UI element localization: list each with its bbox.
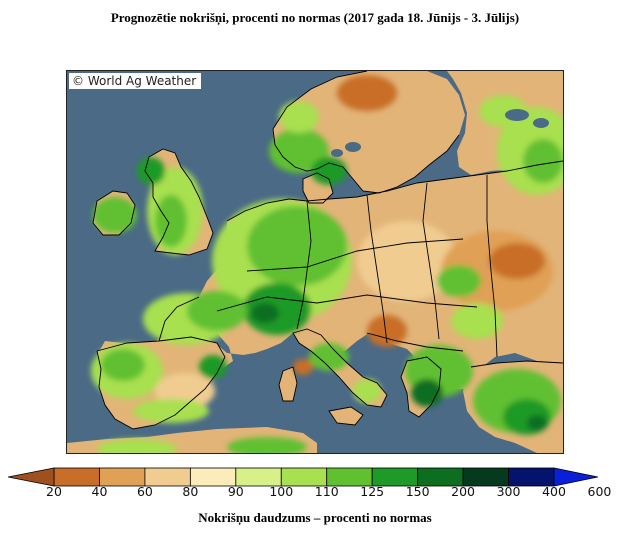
colorbar-tick-label: 400	[542, 484, 566, 499]
map-svg	[67, 71, 563, 453]
land-sicily	[329, 407, 363, 425]
colorbar-tick-label: 200	[451, 484, 476, 499]
colorbar-left-arrow	[8, 467, 55, 487]
colorbar-tick-label: 150	[405, 484, 430, 499]
precipitation-map: © World Ag Weather	[66, 70, 564, 454]
colorbar-tick-label: 600	[587, 484, 612, 499]
colorbar-tick-label: 300	[496, 484, 521, 499]
colorbar-tick-label: 20	[46, 484, 62, 499]
colorbar-ticks: 20 40 60 80 90 100 110 125 150 200 300 400 600	[0, 484, 630, 502]
colorbar-tick-label: 60	[136, 484, 153, 499]
colorbar-tick-label: 100	[269, 484, 294, 499]
map-title: Prognozētie nokrišņi, procenti no normas…	[110, 10, 520, 25]
colorbar-tick-label: 110	[314, 484, 339, 499]
land-sardinia	[279, 367, 297, 401]
watermark: © World Ag Weather	[69, 73, 202, 89]
lakes	[331, 109, 549, 157]
colorbar-tick-label: 90	[227, 484, 244, 499]
legend-caption: Nokrišņu daudzums – procenti no normas	[198, 510, 432, 525]
colorbar-right-arrow	[553, 467, 598, 487]
country-borders	[92, 71, 563, 430]
colorbar-tick-label: 40	[91, 484, 108, 499]
colorbar-segments	[53, 467, 555, 487]
colorbar-tick-label: 80	[182, 484, 199, 499]
precipitation-anomaly-fields	[91, 75, 563, 453]
colorbar	[8, 467, 598, 487]
colorbar-tick-label: 125	[360, 484, 385, 499]
